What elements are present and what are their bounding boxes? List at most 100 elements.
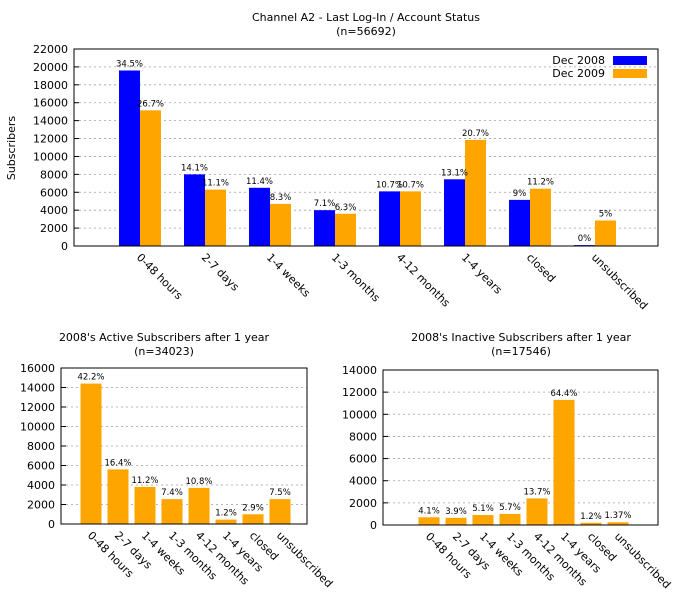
bar-4-12-months <box>526 498 548 525</box>
bar-1-4-weeks <box>472 515 494 525</box>
bar-4-12-months-dec-2009 <box>400 191 421 246</box>
data-label-1-3-months: 7.4% <box>161 488 183 498</box>
legend-label-dec-2008: Dec 2008 <box>552 54 605 67</box>
legend-label-dec-2009: Dec 2009 <box>552 67 605 80</box>
y-tick-label: 6000 <box>27 460 55 473</box>
data-label-1-4-weeks: 11.2% <box>131 476 158 486</box>
bar-1-3-months-dec-2009 <box>335 213 356 246</box>
data-label-1-4-years: 1.2% <box>215 509 237 519</box>
data-label-1-4-weeks-dec-2009: 8.3% <box>270 193 292 203</box>
y-tick-label: 6000 <box>40 186 68 199</box>
inactive-chart-y-ticks: 0 2000 4000 6000 8000 10000 12000 14000 <box>342 364 388 532</box>
category-label-1-3-months: 1-3 months <box>329 251 383 305</box>
data-label-2-7-days: 16.4% <box>104 458 131 468</box>
category-label-0-48-hours: 0-48 hours <box>134 251 185 302</box>
data-label-2-7-days-dec-2009: 11.1% <box>202 179 229 189</box>
data-label-unsubscribed-dec-2008: 0% <box>578 234 592 244</box>
bar-closed <box>580 522 602 525</box>
inactive-chart-subtitle: (n=17546) <box>491 345 551 358</box>
bar-closed-dec-2009 <box>530 188 551 246</box>
y-tick-label: 6000 <box>349 453 377 466</box>
inactive-chart-frame <box>382 369 659 526</box>
y-tick-label: 8000 <box>40 168 68 181</box>
category-label-closed: closed <box>524 251 558 285</box>
y-tick-label: 2000 <box>40 222 68 235</box>
inactive-chart-data-labels: 4.1% 3.9% 5.1% 5.7%13.7% 64.4% 1.2% 1.37% <box>418 389 631 522</box>
data-label-1-3-months-dec-2008: 7.1% <box>314 199 336 209</box>
data-label-1-4-years-dec-2008: 13.1% <box>441 168 468 178</box>
bar-2-7-days <box>107 469 129 524</box>
category-label-1-4-years: 1-4 years <box>459 251 505 297</box>
y-tick-label: 14000 <box>342 364 377 377</box>
main-chart-category-labels: 0-48 hours 2-7 days 1-4 weeks 1-3 months 4-1… <box>134 251 650 312</box>
data-label-4-12-months-dec-2008: 10.7% <box>376 180 403 190</box>
category-label-unsubscribed: unsubscribed <box>612 530 673 591</box>
data-label-4-12-months: 10.8% <box>185 477 212 487</box>
data-label-0-48-hours-dec-2008: 34.5% <box>116 59 143 69</box>
category-label-unsubscribed: unsubscribed <box>274 529 335 590</box>
bar-1-3-months <box>499 513 521 525</box>
data-label-2-7-days: 3.9% <box>445 507 467 517</box>
y-tick-label: 18000 <box>33 79 68 92</box>
data-label-0-48-hours-dec-2009: 26.7% <box>137 99 164 109</box>
y-tick-label: 0 <box>370 519 377 532</box>
data-label-1-3-months-dec-2009: 6.3% <box>335 203 357 213</box>
category-label-2-7-days: 2-7 days <box>199 251 242 294</box>
y-tick-label: 4000 <box>40 204 68 217</box>
data-label-1-3-months: 5.7% <box>499 503 521 513</box>
main-chart-data-labels: 34.5% 26.7% 14.1% 11.1% 11.4% 8.3% 7.1% 6.3% 10.… <box>116 59 612 244</box>
bar-2-7-days-dec-2008 <box>184 174 205 246</box>
bar-1-3-months-dec-2008 <box>314 210 335 246</box>
y-tick-label: 10000 <box>342 408 377 421</box>
bar-4-12-months <box>188 487 210 524</box>
active-chart-subtitle: (n=34023) <box>134 345 194 358</box>
bar-0-48-hours <box>80 383 102 524</box>
bar-unsubscribed <box>607 522 629 525</box>
main-chart-title: Channel A2 - Last Log-In / Account Statu… <box>252 11 480 24</box>
inactive-chart-grid <box>383 391 658 504</box>
data-label-unsubscribed: 7.5% <box>269 488 291 498</box>
active-chart-frame <box>60 367 308 525</box>
inactive-chart-bars <box>418 399 629 525</box>
y-tick-label: 2000 <box>349 497 377 510</box>
y-tick-label: 10000 <box>20 421 55 434</box>
legend-swatch-dec-2008 <box>613 56 647 65</box>
y-tick-label: 10000 <box>33 150 68 163</box>
bar-0-48-hours <box>418 517 440 525</box>
y-tick-label: 4000 <box>349 475 377 488</box>
active-chart-bars <box>80 383 291 524</box>
data-label-1-4-years: 64.4% <box>550 389 577 399</box>
bar-4-12-months-dec-2008 <box>379 191 400 246</box>
category-label-4-12-months: 4-12 months <box>394 251 453 310</box>
active-chart-data-labels: 42.2% 16.4%11.2%7.4%10.8% 1.2% 2.9% 7.5% <box>77 373 290 519</box>
y-tick-label: 14000 <box>20 382 55 395</box>
category-label-unsubscribed: unsubscribed <box>589 251 650 312</box>
data-label-1-4-years-dec-2009: 20.7% <box>462 129 489 139</box>
active-chart-title: 2008's Active Subscribers after 1 year <box>59 331 270 344</box>
main-chart-bars <box>119 70 616 246</box>
y-tick-label: 14000 <box>33 115 68 128</box>
bar-1-4-years <box>553 399 575 525</box>
y-tick-label: 12000 <box>33 133 68 146</box>
bar-unsubscribed <box>269 499 291 524</box>
data-label-1-4-weeks: 5.1% <box>472 504 494 514</box>
data-label-4-12-months: 13.7% <box>523 487 550 497</box>
data-label-closed-dec-2009: 11.2% <box>527 178 554 188</box>
bar-closed <box>242 514 264 524</box>
main-chart: Channel A2 - Last Log-In / Account Statu… <box>5 11 659 312</box>
data-label-0-48-hours: 42.2% <box>77 373 104 383</box>
data-label-closed: 1.2% <box>580 512 602 522</box>
bar-2-7-days-dec-2009 <box>205 189 226 246</box>
data-label-unsubscribed: 1.37% <box>604 511 631 521</box>
y-tick-label: 12000 <box>20 401 55 414</box>
bar-unsubscribed-dec-2009 <box>595 220 616 246</box>
data-label-2-7-days-dec-2008: 14.1% <box>181 163 208 173</box>
y-tick-label: 16000 <box>20 362 55 375</box>
data-label-0-48-hours: 4.1% <box>418 506 440 516</box>
bar-1-4-weeks-dec-2009 <box>270 203 291 246</box>
y-tick-label: 8000 <box>27 440 55 453</box>
main-chart-subtitle: (n=56692) <box>336 25 396 38</box>
